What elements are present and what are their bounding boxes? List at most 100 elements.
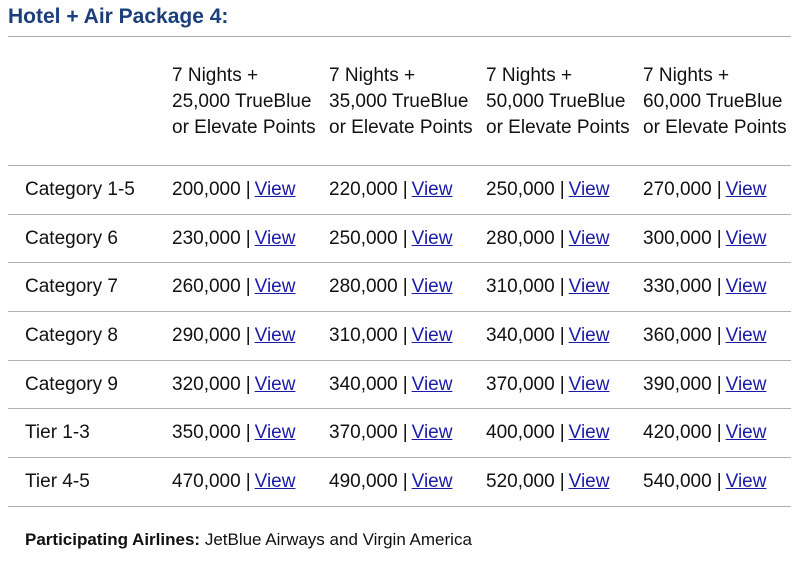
view-link[interactable]: View [568, 227, 610, 249]
separator: | [402, 227, 408, 249]
view-link[interactable]: View [725, 276, 767, 298]
separator: | [716, 276, 722, 298]
table-row: Category 1-5 200,000 | View 220,000 | View 250,… [8, 165, 791, 215]
points-value: 260,000 [172, 276, 241, 298]
participating-airlines-note: Participating Airlines: JetBlue Airways … [25, 530, 472, 550]
points-cell: 340,000 | View [477, 312, 634, 361]
view-link[interactable]: View [568, 470, 610, 492]
row-label: Category 7 [25, 276, 118, 298]
view-link[interactable]: View [725, 470, 767, 492]
separator: | [245, 373, 251, 395]
separator: | [716, 470, 722, 492]
view-link[interactable]: View [254, 422, 296, 444]
points-value: 230,000 [172, 227, 241, 249]
points-cell: 250,000 | View [320, 214, 477, 263]
separator: | [245, 470, 251, 492]
separator: | [402, 422, 408, 444]
points-cell: 420,000 | View [634, 409, 791, 458]
row-label: Tier 1-3 [25, 422, 90, 444]
points-value: 350,000 [172, 422, 241, 444]
view-link[interactable]: View [725, 373, 767, 395]
points-value: 340,000 [329, 373, 398, 395]
points-cell: 390,000 | View [634, 360, 791, 409]
points-cell: 260,000 | View [163, 263, 320, 312]
separator: | [716, 324, 722, 346]
table-row: Tier 1-3 350,000 | View 370,000 | View 400,000 |… [8, 408, 791, 458]
points-cell: 320,000 | View [163, 360, 320, 409]
points-cell: 250,000 | View [477, 166, 634, 215]
view-link[interactable]: View [725, 324, 767, 346]
points-value: 470,000 [172, 470, 241, 492]
view-link[interactable]: View [725, 227, 767, 249]
view-link[interactable]: View [411, 276, 453, 298]
points-value: 370,000 [329, 422, 398, 444]
view-link[interactable]: View [568, 373, 610, 395]
points-value: 250,000 [486, 178, 555, 200]
view-link[interactable]: View [411, 178, 453, 200]
table-row: Category 6 230,000 | View 250,000 | View 280,00… [8, 214, 791, 263]
table-header-row: 7 Nights + 25,000 TrueBlue or Elevate Po… [8, 36, 791, 166]
table-corner-cell [8, 37, 163, 166]
view-link[interactable]: View [254, 324, 296, 346]
points-value: 390,000 [643, 373, 712, 395]
view-link[interactable]: View [254, 373, 296, 395]
points-value: 250,000 [329, 227, 398, 249]
separator: | [716, 373, 722, 395]
view-link[interactable]: View [411, 470, 453, 492]
separator: | [245, 422, 251, 444]
view-link[interactable]: View [411, 373, 453, 395]
view-link[interactable]: View [725, 178, 767, 200]
separator: | [716, 178, 722, 200]
view-link[interactable]: View [568, 178, 610, 200]
view-link[interactable]: View [254, 276, 296, 298]
column-header: 7 Nights + 35,000 TrueBlue or Elevate Po… [329, 65, 473, 138]
row-label: Category 1-5 [25, 178, 135, 200]
points-cell: 540,000 | View [634, 458, 791, 507]
view-link[interactable]: View [411, 227, 453, 249]
points-cell: 200,000 | View [163, 166, 320, 215]
view-link[interactable]: View [254, 227, 296, 249]
page-title: Hotel + Air Package 4: [8, 5, 229, 28]
column-header: 7 Nights + 25,000 TrueBlue or Elevate Po… [172, 65, 316, 138]
points-cell: 350,000 | View [163, 409, 320, 458]
table-row: Category 9 320,000 | View 340,000 | View 370,00… [8, 360, 791, 409]
points-value: 400,000 [486, 422, 555, 444]
points-value: 290,000 [172, 324, 241, 346]
points-value: 220,000 [329, 178, 398, 200]
points-cell: 220,000 | View [320, 166, 477, 215]
separator: | [559, 178, 565, 200]
points-value: 490,000 [329, 470, 398, 492]
points-value: 310,000 [486, 276, 555, 298]
view-link[interactable]: View [568, 422, 610, 444]
points-cell: 280,000 | View [320, 263, 477, 312]
row-label: Category 9 [25, 373, 118, 395]
view-link[interactable]: View [254, 178, 296, 200]
view-link[interactable]: View [568, 276, 610, 298]
separator: | [559, 227, 565, 249]
separator: | [402, 324, 408, 346]
points-cell: 370,000 | View [477, 360, 634, 409]
points-cell: 300,000 | View [634, 214, 791, 263]
view-link[interactable]: View [725, 422, 767, 444]
points-cell: 270,000 | View [634, 166, 791, 215]
view-link[interactable]: View [411, 324, 453, 346]
points-value: 300,000 [643, 227, 712, 249]
view-link[interactable]: View [411, 422, 453, 444]
row-label: Category 8 [25, 324, 118, 346]
separator: | [245, 178, 251, 200]
separator: | [402, 470, 408, 492]
view-link[interactable]: View [568, 324, 610, 346]
row-label: Category 6 [25, 227, 118, 249]
separator: | [559, 470, 565, 492]
points-cell: 230,000 | View [163, 214, 320, 263]
row-label: Tier 4-5 [25, 470, 90, 492]
separator: | [245, 276, 251, 298]
separator: | [559, 422, 565, 444]
separator: | [245, 227, 251, 249]
separator: | [402, 178, 408, 200]
separator: | [402, 276, 408, 298]
points-value: 360,000 [643, 324, 712, 346]
view-link[interactable]: View [254, 470, 296, 492]
points-cell: 280,000 | View [477, 214, 634, 263]
table-body: Category 1-5 200,000 | View 220,000 | View 250,… [8, 165, 791, 507]
